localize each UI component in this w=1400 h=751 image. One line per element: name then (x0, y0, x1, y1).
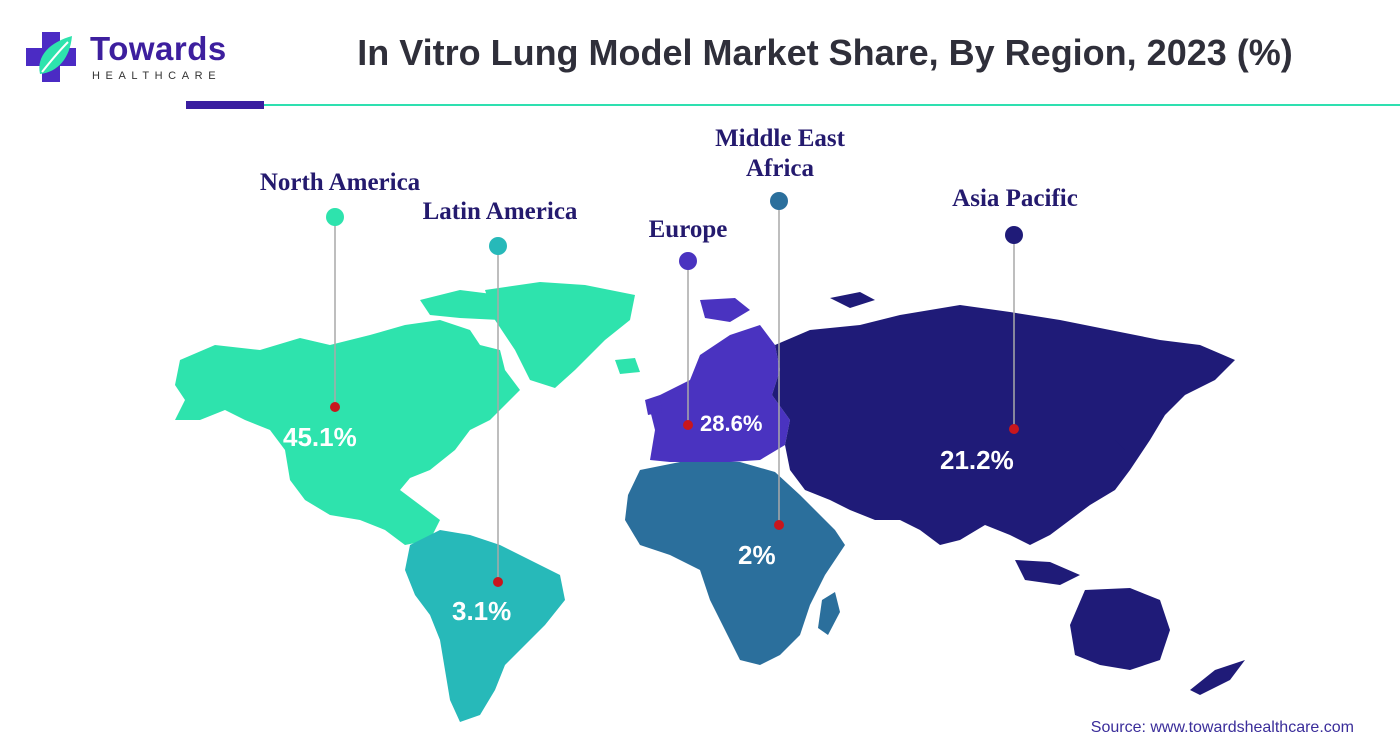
map-marker-mea (774, 520, 784, 530)
brand-subtitle: HEALTHCARE (92, 70, 222, 82)
map-marker-latin-america (493, 577, 503, 587)
region-north-america (175, 282, 640, 545)
legend-dot-latin-america (489, 237, 507, 255)
region-europe (645, 298, 790, 462)
title-rule-accent (186, 101, 264, 109)
map-marker-asia-pacific (1009, 424, 1019, 434)
value-middle-east-africa: 2% (738, 540, 776, 570)
markers (326, 192, 1023, 587)
legend-dot-north-america (326, 208, 344, 226)
label-latin-america: Latin America (422, 198, 578, 225)
title-rule (264, 104, 1400, 106)
label-europe: Europe (648, 216, 728, 243)
chart-title: In Vitro Lung Model Market Share, By Reg… (357, 32, 1293, 73)
brand-logo: Towards HEALTHCARE (22, 24, 232, 84)
value-latin-america: 3.1% (452, 596, 512, 626)
map-marker-north-america (330, 402, 340, 412)
leader-lines (334, 201, 1015, 582)
legend-dot-europe (679, 252, 697, 270)
label-middle-east-africa: Middle East Africa (715, 125, 845, 182)
value-asia-pacific: 21.2% (940, 445, 1014, 475)
legend-dot-asia-pacific (1005, 226, 1023, 244)
region-middle-east-africa (625, 460, 845, 665)
value-europe: 28.6% (700, 411, 763, 436)
label-north-america: North America (259, 169, 421, 196)
health-cross-icon (26, 32, 76, 82)
label-asia-pacific: Asia Pacific (952, 185, 1078, 212)
source-note: Source: www.towardshealthcare.com (1090, 719, 1354, 736)
brand-name: Towards (90, 30, 227, 67)
region-latin-america (405, 530, 565, 722)
legend-dot-mea (770, 192, 788, 210)
map-marker-europe (683, 420, 693, 430)
value-north-america: 45.1% (283, 422, 357, 452)
region-asia-pacific (772, 292, 1245, 695)
